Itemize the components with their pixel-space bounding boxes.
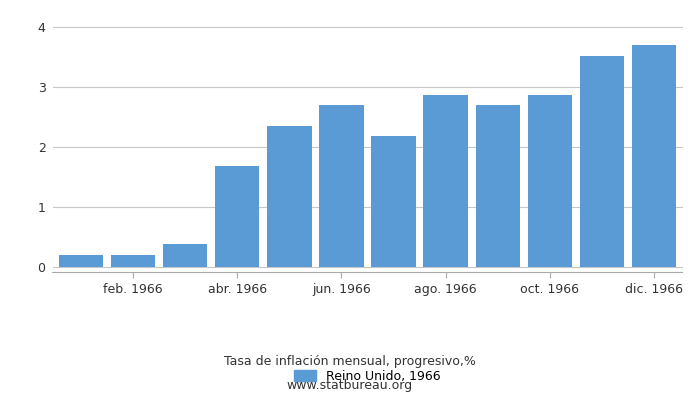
Bar	[267, 126, 312, 267]
Bar	[59, 255, 104, 267]
Bar	[528, 95, 572, 267]
Text: Tasa de inflación mensual, progresivo,%: Tasa de inflación mensual, progresivo,%	[224, 356, 476, 368]
Bar	[319, 105, 363, 267]
Bar	[111, 255, 155, 267]
Bar	[215, 166, 260, 267]
Legend: Reino Unido, 1966: Reino Unido, 1966	[294, 370, 441, 382]
Bar	[424, 95, 468, 267]
Bar	[372, 136, 416, 267]
Bar	[580, 56, 624, 267]
Bar	[631, 45, 676, 267]
Bar	[475, 105, 520, 267]
Bar	[163, 244, 207, 267]
Text: www.statbureau.org: www.statbureau.org	[287, 380, 413, 392]
